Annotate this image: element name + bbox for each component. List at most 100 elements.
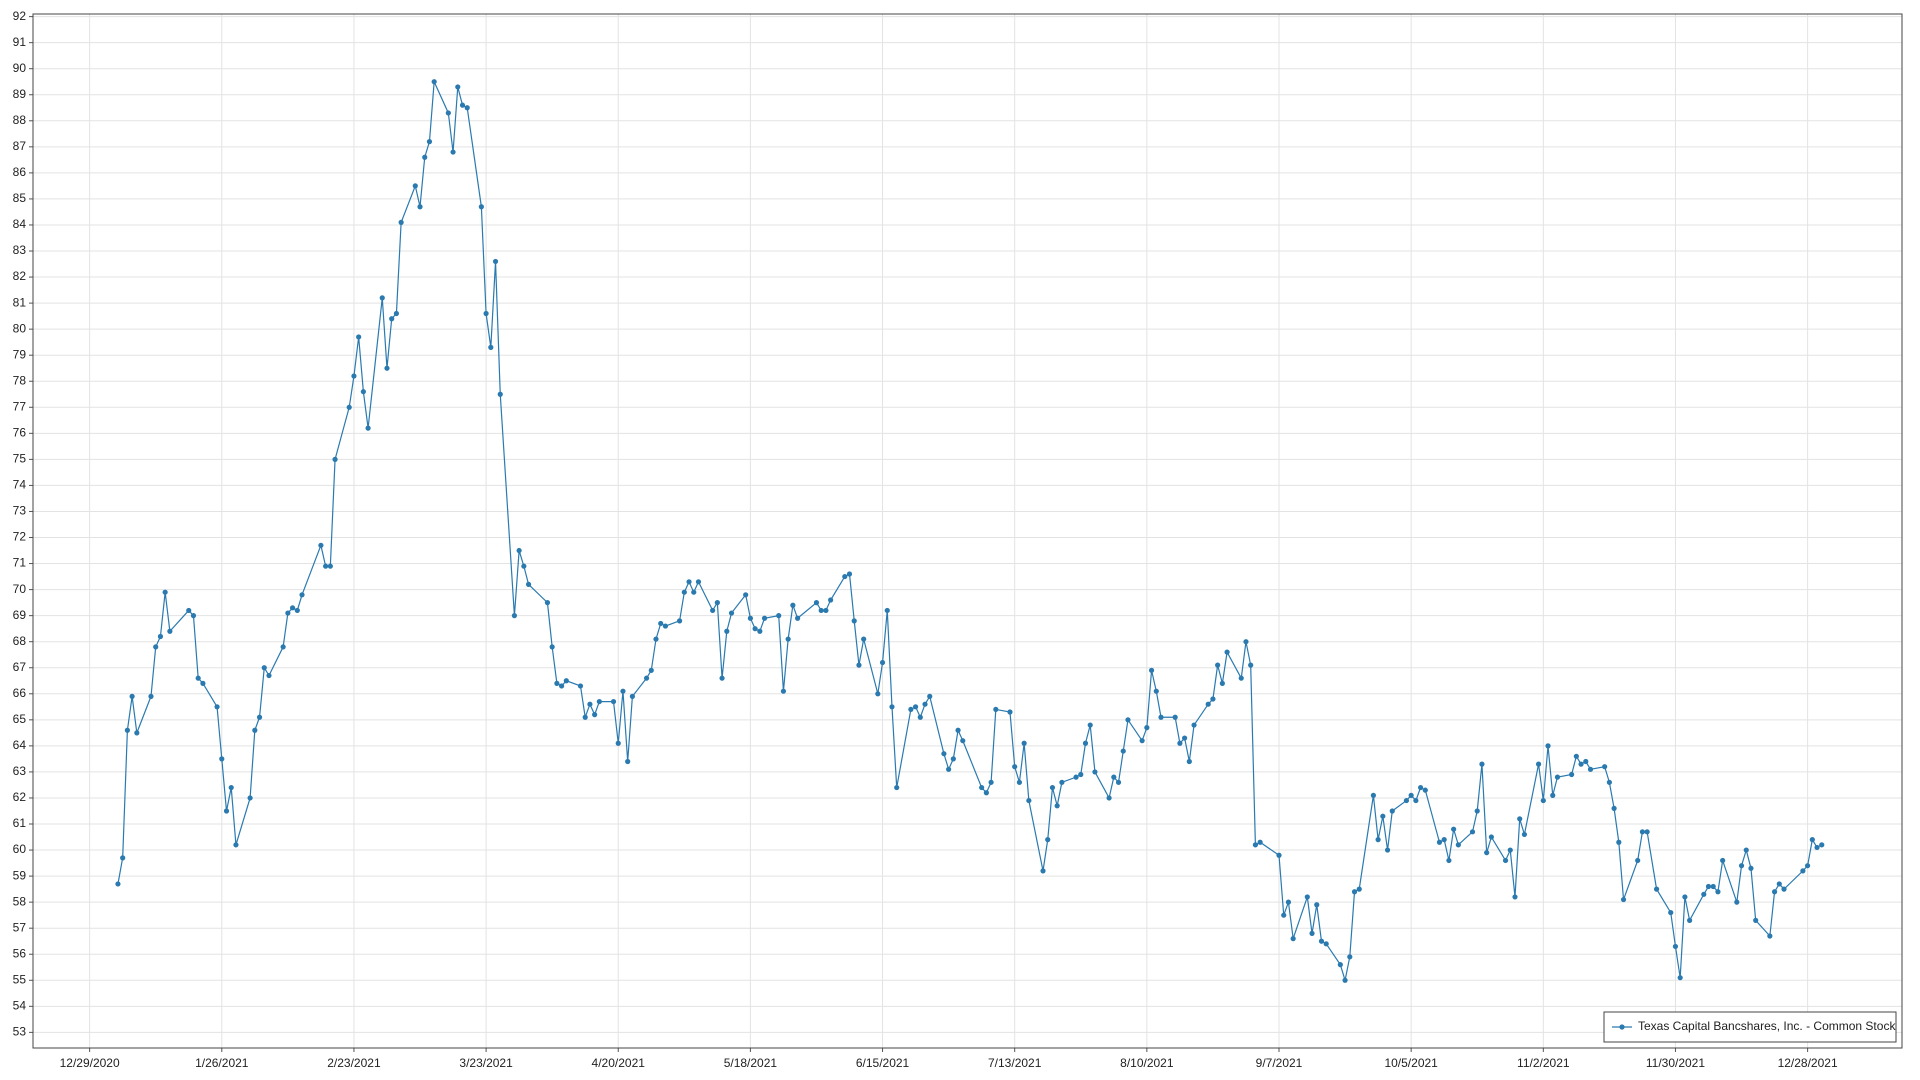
data-point xyxy=(823,607,829,614)
data-point xyxy=(124,727,130,733)
data-point xyxy=(511,613,518,619)
data-point xyxy=(200,680,206,686)
data-point xyxy=(1172,714,1178,720)
y-tick-label: 65 xyxy=(13,712,27,726)
legend-marker xyxy=(1619,1024,1625,1030)
data-point xyxy=(450,149,456,155)
data-point xyxy=(776,613,782,619)
data-point xyxy=(1502,857,1509,864)
data-point xyxy=(1380,813,1386,819)
x-tick-label: 11/30/2021 xyxy=(1646,1056,1705,1070)
data-point xyxy=(195,675,201,681)
data-point xyxy=(1488,834,1494,840)
data-point xyxy=(1573,753,1579,759)
data-point xyxy=(1215,662,1221,668)
data-point xyxy=(1734,899,1740,905)
data-point xyxy=(950,756,956,762)
data-point xyxy=(1125,717,1131,723)
data-point xyxy=(842,573,848,580)
data-point xyxy=(1578,761,1584,767)
data-point xyxy=(294,607,300,614)
data-point xyxy=(1403,797,1410,804)
y-tick-label: 71 xyxy=(13,556,27,570)
data-point xyxy=(724,628,730,634)
y-tick-label: 54 xyxy=(13,998,27,1012)
data-point xyxy=(1252,842,1259,848)
data-point xyxy=(233,842,239,848)
y-tick-label: 75 xyxy=(13,452,27,466)
data-point xyxy=(1474,808,1480,814)
data-point xyxy=(1040,868,1046,874)
data-point xyxy=(1384,847,1391,853)
data-point xyxy=(615,740,621,746)
legend-label: Texas Capital Bancshares, Inc. - Common … xyxy=(1638,1019,1896,1033)
y-tick-label: 70 xyxy=(13,582,27,596)
y-tick-label: 74 xyxy=(13,478,27,492)
data-point xyxy=(1290,936,1296,942)
data-point xyxy=(445,110,451,116)
data-point xyxy=(794,615,801,621)
data-point xyxy=(162,589,168,595)
data-point xyxy=(412,183,418,189)
data-point xyxy=(1479,761,1485,767)
data-point xyxy=(1012,764,1018,770)
y-tick-label: 92 xyxy=(13,9,27,23)
y-tick-label: 66 xyxy=(13,686,27,700)
x-tick-label: 4/20/2021 xyxy=(592,1056,646,1070)
data-point xyxy=(662,623,669,629)
x-tick-label: 12/29/2020 xyxy=(60,1056,120,1070)
data-point xyxy=(1616,839,1622,845)
data-point xyxy=(488,344,494,350)
data-point xyxy=(1177,740,1183,746)
y-tick-label: 67 xyxy=(13,660,27,674)
data-point xyxy=(1535,761,1542,767)
data-point xyxy=(856,662,862,668)
y-tick-label: 57 xyxy=(13,920,27,934)
y-tick-label: 80 xyxy=(13,321,27,335)
data-point xyxy=(289,605,296,611)
data-point xyxy=(1635,857,1641,864)
legend: Texas Capital Bancshares, Inc. - Common … xyxy=(1603,1011,1897,1043)
x-tick-label: 5/18/2021 xyxy=(724,1056,778,1070)
data-point xyxy=(983,790,989,796)
data-point xyxy=(1677,975,1683,981)
data-point xyxy=(1059,779,1065,785)
y-tick-label: 62 xyxy=(13,790,27,804)
y-tick-label: 73 xyxy=(13,504,27,518)
x-tick-label: 8/10/2021 xyxy=(1120,1056,1174,1070)
data-point xyxy=(525,581,532,587)
data-point xyxy=(1285,899,1292,905)
data-point xyxy=(1753,917,1759,923)
data-point xyxy=(1455,842,1461,848)
data-point xyxy=(785,636,791,642)
data-point xyxy=(691,589,697,595)
data-point xyxy=(629,693,636,699)
data-point xyxy=(384,365,390,371)
data-point xyxy=(280,644,286,650)
data-point xyxy=(252,727,258,733)
data-point xyxy=(757,628,763,634)
data-point xyxy=(1139,738,1145,744)
data-point xyxy=(582,714,588,720)
data-point xyxy=(577,683,584,689)
data-point xyxy=(917,714,923,720)
data-point xyxy=(1606,779,1612,785)
data-point xyxy=(559,683,565,689)
data-point xyxy=(861,636,867,642)
data-point xyxy=(219,756,225,762)
data-point xyxy=(1620,896,1627,903)
data-point xyxy=(1550,792,1556,798)
data-point xyxy=(728,610,735,616)
y-tick-label: 60 xyxy=(13,842,27,856)
data-point xyxy=(960,738,966,744)
data-point xyxy=(1748,865,1754,871)
data-point xyxy=(1422,787,1428,793)
data-point xyxy=(455,84,461,90)
data-point xyxy=(1602,764,1608,770)
data-point xyxy=(134,730,140,736)
y-tick-label: 85 xyxy=(13,191,27,205)
y-tick-label: 83 xyxy=(13,243,27,257)
y-tick-label: 76 xyxy=(13,426,27,440)
y-tick-label: 89 xyxy=(13,87,27,101)
